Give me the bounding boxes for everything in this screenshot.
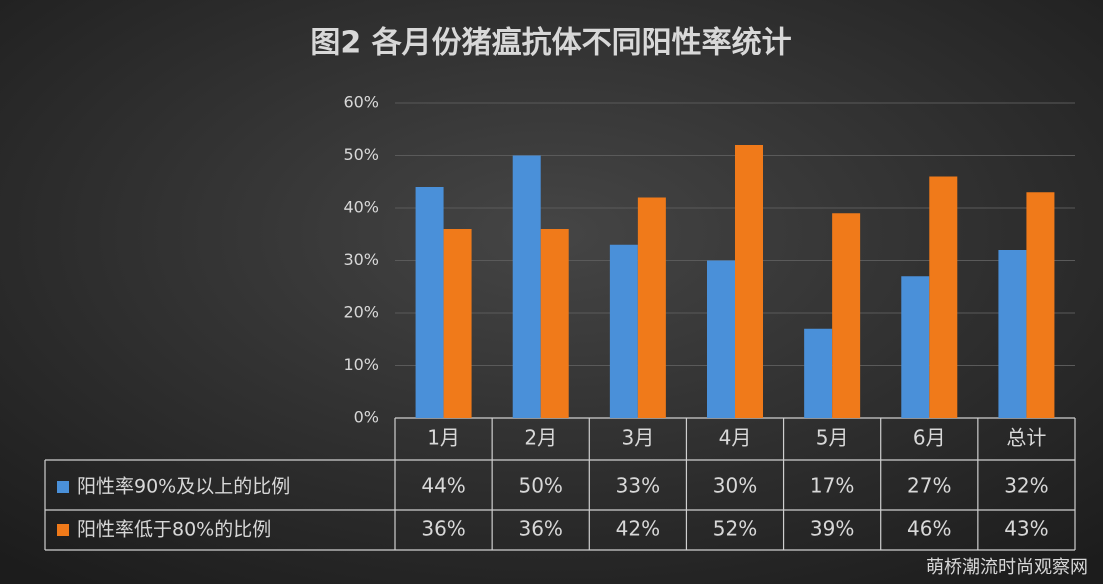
x-tick-label: 3月 [621, 426, 654, 450]
y-tick-label: 60% [343, 93, 379, 112]
x-tick-label: 6月 [913, 426, 946, 450]
legend-swatch [57, 524, 69, 536]
bar [637, 197, 666, 418]
bar [735, 145, 763, 418]
data-label: 27% [907, 474, 951, 498]
data-label: 30% [713, 474, 757, 498]
bar [901, 276, 930, 418]
y-tick-label: 10% [343, 355, 379, 374]
legend-label: 阳性率低于80%的比例 [77, 519, 271, 541]
data-label: 36% [421, 517, 465, 541]
data-label: 52% [713, 517, 757, 541]
bar [929, 176, 958, 418]
y-tick-label: 40% [343, 198, 379, 217]
bar [443, 229, 472, 418]
data-label: 44% [421, 474, 465, 498]
legend-label: 阳性率90%及以上的比例 [77, 476, 290, 498]
data-label: 17% [810, 474, 854, 498]
bar [998, 250, 1027, 418]
bar [540, 229, 569, 418]
bar [415, 187, 444, 418]
x-tick-label: 总计 [1006, 426, 1046, 450]
bar [707, 260, 735, 418]
data-label: 32% [1004, 474, 1048, 498]
y-tick-label: 0% [354, 408, 379, 427]
y-tick-label: 50% [343, 145, 379, 164]
data-label: 42% [616, 517, 660, 541]
data-label: 43% [1004, 517, 1048, 541]
x-tick-label: 2月 [524, 426, 557, 450]
legend-swatch [57, 481, 69, 493]
bar [804, 328, 833, 418]
x-tick-label: 1月 [427, 426, 460, 450]
x-tick-label: 4月 [719, 426, 752, 450]
bar [832, 213, 861, 418]
y-tick-label: 30% [343, 250, 379, 269]
data-label: 50% [518, 474, 562, 498]
bar [609, 244, 638, 418]
chart-title: 图2 各月份猪瘟抗体不同阳性率统计 [310, 26, 791, 61]
data-label: 46% [907, 517, 951, 541]
x-tick-label: 5月 [816, 426, 849, 450]
y-tick-label: 20% [343, 303, 379, 322]
data-label: 39% [810, 517, 854, 541]
data-label: 33% [616, 474, 660, 498]
watermark: 萌桥潮流时尚观察网 [926, 557, 1088, 578]
bar [512, 155, 541, 418]
bar [1026, 192, 1055, 418]
data-label: 36% [518, 517, 562, 541]
